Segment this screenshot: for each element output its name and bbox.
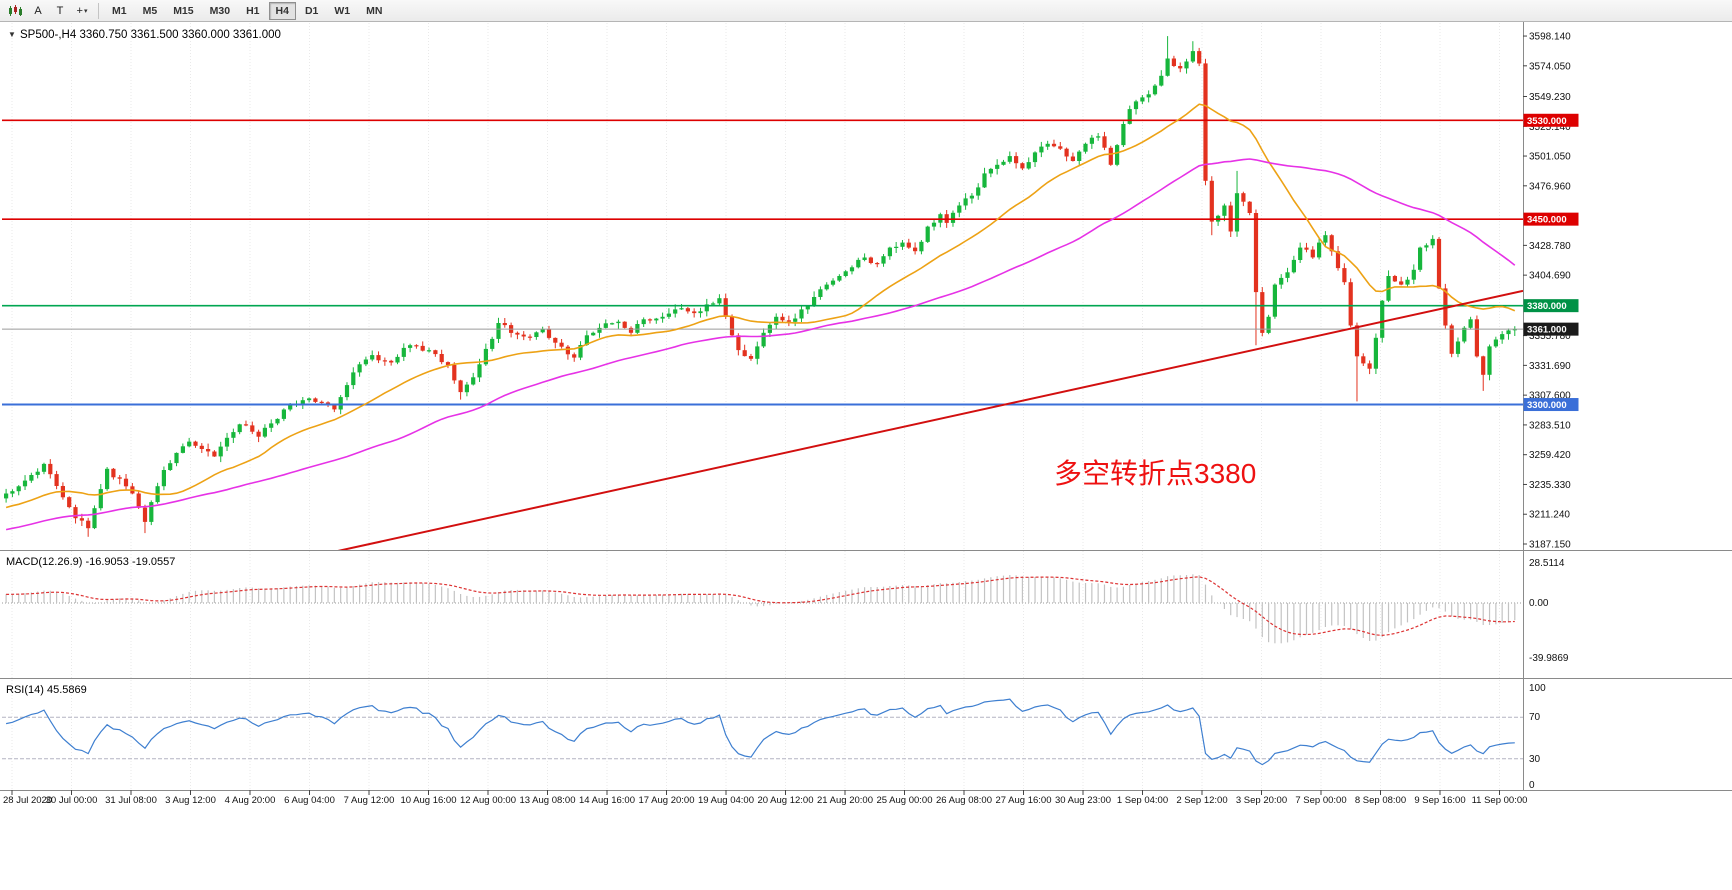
macd-layer: 28.5114 0.00 -39.9869 [2,558,1569,664]
svg-text:3307.600: 3307.600 [1529,391,1571,402]
timeframe-button-m30[interactable]: M30 [203,2,237,20]
timeframe-button-h4[interactable]: H4 [268,1,296,20]
svg-text:26 Aug 08:00: 26 Aug 08:00 [936,795,992,806]
rsi-label: RSI(14) 45.5869 [6,684,87,696]
text-annotation-icon[interactable]: A [28,2,48,20]
timeframe-button-mn[interactable]: MN [359,2,389,20]
svg-text:2 Sep 12:00: 2 Sep 12:00 [1176,795,1227,806]
price-axis[interactable]: 3598.140 3574.050 3549.230 3525.140 3501.050… [1523,32,1579,551]
horizontal-lines-layer [2,119,1523,406]
svg-text:3404.690: 3404.690 [1529,271,1571,282]
timeframe-button-w1[interactable]: W1 [327,2,357,20]
svg-text:14 Aug 16:00: 14 Aug 16:00 [579,795,635,806]
svg-text:1 Sep 04:00: 1 Sep 04:00 [1117,795,1168,806]
svg-text:3549.230: 3549.230 [1529,92,1571,103]
svg-text:3259.420: 3259.420 [1529,450,1571,461]
timeframe-button-m1[interactable]: M1 [105,2,134,20]
text-annotation-glyph: A [34,4,42,17]
annotation-text: 多空转折点3380 [1054,458,1256,489]
svg-text:9 Sep 16:00: 9 Sep 16:00 [1414,795,1465,806]
svg-text:3530.000: 3530.000 [1527,116,1567,127]
svg-text:3380.000: 3380.000 [1527,301,1567,312]
svg-text:3211.240: 3211.240 [1529,510,1570,521]
objects-icon[interactable]: T [50,2,70,20]
svg-text:30: 30 [1529,754,1541,765]
svg-text:70: 70 [1529,712,1541,723]
svg-text:3187.150: 3187.150 [1529,540,1571,551]
svg-text:7 Aug 12:00: 7 Aug 12:00 [344,795,395,806]
svg-text:3361.000: 3361.000 [1527,325,1567,336]
svg-text:30 Aug 23:00: 30 Aug 23:00 [1055,795,1111,806]
svg-text:3331.690: 3331.690 [1529,361,1571,372]
svg-text:3574.050: 3574.050 [1529,61,1571,72]
crosshair-glyph: + [76,4,83,17]
svg-text:3476.960: 3476.960 [1529,181,1571,192]
svg-text:20 Aug 12:00: 20 Aug 12:00 [758,795,814,806]
svg-text:30 Jul 00:00: 30 Jul 00:00 [46,795,98,806]
svg-text:3300.000: 3300.000 [1527,400,1567,411]
svg-text:4 Aug 20:00: 4 Aug 20:00 [225,795,276,806]
svg-text:31 Jul 08:00: 31 Jul 08:00 [105,795,157,806]
svg-text:12 Aug 00:00: 12 Aug 00:00 [460,795,516,806]
svg-text:3283.510: 3283.510 [1529,420,1571,431]
svg-text:3525.140: 3525.140 [1529,122,1571,133]
svg-text:10 Aug 16:00: 10 Aug 16:00 [401,795,457,806]
timeframe-button-d1[interactable]: D1 [298,2,325,20]
chart-title: SP500-,H4 3360.750 3361.500 3360.000 336… [20,29,281,41]
svg-text:3 Aug 12:00: 3 Aug 12:00 [165,795,216,806]
svg-text:3355.780: 3355.780 [1529,331,1571,342]
svg-text:3501.050: 3501.050 [1529,152,1571,163]
svg-text:28 Jul 2020: 28 Jul 2020 [3,795,52,806]
svg-text:6 Aug 04:00: 6 Aug 04:00 [284,795,335,806]
svg-text:8 Sep 08:00: 8 Sep 08:00 [1355,795,1406,806]
chart-display-icon[interactable] [4,2,26,20]
svg-text:25 Aug 00:00: 25 Aug 00:00 [877,795,933,806]
timeframe-button-h1[interactable]: H1 [239,2,266,20]
svg-text:3235.330: 3235.330 [1529,480,1571,491]
rsi-layer: 100 70 30 0 [2,683,1546,791]
svg-text:3 Sep 20:00: 3 Sep 20:00 [1236,795,1287,806]
toolbar: A T + ▾ M1 M5 M15 M30 H1 H4 D1 W1 MN [0,0,1732,22]
moving-averages-layer [5,103,1523,550]
svg-text:11 Sep 00:00: 11 Sep 00:00 [1472,795,1528,806]
candlestick-glyph [9,4,22,16]
crosshair-icon[interactable]: + ▾ [72,2,92,20]
svg-text:19 Aug 04:00: 19 Aug 04:00 [698,795,754,806]
svg-text:17 Aug 20:00: 17 Aug 20:00 [639,795,695,806]
timeframe-group: M1 M5 M15 M30 H1 H4 D1 W1 MN [104,1,390,20]
svg-text:0: 0 [1529,780,1535,791]
grid-layer [11,23,1500,790]
svg-text:13 Aug 08:00: 13 Aug 08:00 [520,795,576,806]
svg-text:21 Aug 20:00: 21 Aug 20:00 [817,795,873,806]
svg-text:0.00: 0.00 [1529,598,1549,609]
svg-text:100: 100 [1529,683,1546,694]
svg-text:27 Aug 16:00: 27 Aug 16:00 [996,795,1052,806]
timeframe-button-m15[interactable]: M15 [166,2,200,20]
svg-text:28.5114: 28.5114 [1529,558,1565,569]
panel-borders [0,22,1732,791]
symbol-collapse-icon[interactable]: ▼ [8,30,16,39]
objects-glyph: T [56,4,64,17]
svg-text:3598.140: 3598.140 [1529,32,1571,43]
toolbar-separator [98,2,99,19]
svg-text:-39.9869: -39.9869 [1529,653,1569,664]
svg-text:3428.780: 3428.780 [1529,241,1571,252]
candles-layer [4,36,1517,537]
timeframe-button-m5[interactable]: M5 [136,2,165,20]
macd-label: MACD(12.26.9) -16.9053 -19.0557 [6,556,175,568]
svg-text:3450.000: 3450.000 [1527,215,1567,226]
dropdown-caret-icon: ▾ [83,7,88,15]
svg-text:7 Sep 00:00: 7 Sep 00:00 [1295,795,1346,806]
